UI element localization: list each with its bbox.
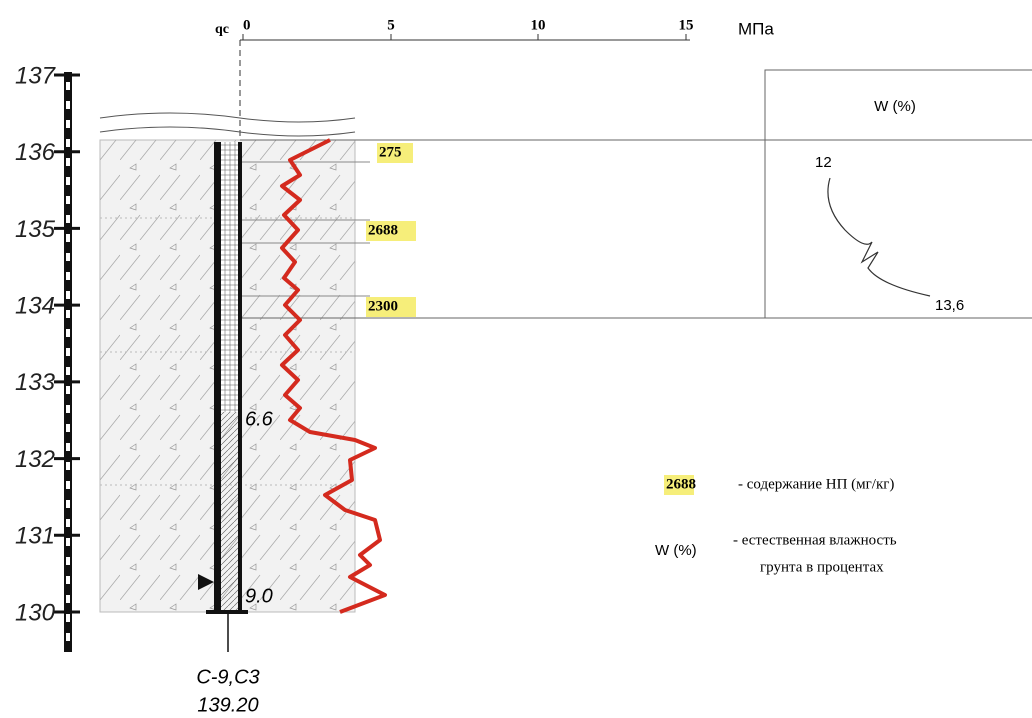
ruler-gap — [66, 576, 70, 584]
qc-tick-label: 0 — [243, 17, 251, 33]
elevation-label: 132 — [15, 446, 55, 473]
elevation-label: 131 — [15, 523, 55, 550]
ruler-gap — [66, 405, 70, 413]
elevation-label: 135 — [15, 216, 56, 243]
moisture-value: 12 — [815, 154, 832, 171]
borehole-name: С-9,С3 — [196, 666, 259, 688]
ruler-gap — [66, 196, 70, 204]
legend-text: - содержание НП (мг/кг) — [738, 476, 894, 492]
sample-value: 2688 — [368, 222, 398, 238]
ruler-gap — [66, 158, 70, 166]
qc-label: qc — [215, 22, 229, 37]
elevation-label: 133 — [15, 369, 56, 396]
borehole-elevation: 139.20 — [197, 694, 258, 716]
break-line — [100, 127, 355, 136]
ruler-gap — [66, 177, 70, 185]
qc-tick-label: 15 — [679, 17, 694, 33]
borehole-wall — [214, 142, 221, 612]
qc-unit: МПа — [738, 19, 774, 38]
legend-text: грунта в процентах — [760, 559, 884, 575]
ruler-gap — [66, 291, 70, 299]
legend-text: - естественная влажность — [733, 532, 897, 548]
casing — [221, 412, 238, 612]
ruler-gap — [66, 310, 70, 318]
diagram: qc МПа 6.6 9.0 275 2688 2300 W (%) 12 13… — [0, 0, 1032, 718]
ruler-gap — [66, 595, 70, 603]
qc-tick-label: 5 — [387, 17, 395, 33]
moisture-curve — [828, 178, 930, 296]
casing — [221, 142, 238, 412]
ruler-gap — [66, 329, 70, 337]
ruler-gap — [66, 462, 70, 470]
ruler-gap — [66, 538, 70, 546]
break-line — [100, 113, 355, 122]
ruler-gap — [66, 519, 70, 527]
sample-value: 2300 — [368, 298, 398, 314]
sample-value: 275 — [379, 144, 402, 160]
ruler-gap — [66, 253, 70, 261]
ruler-gap — [66, 652, 70, 660]
ruler-gap — [66, 215, 70, 223]
ruler-gap — [66, 120, 70, 128]
ruler-gap — [66, 500, 70, 508]
ruler-gap — [66, 481, 70, 489]
depth-label: 6.6 — [245, 408, 274, 430]
ruler-gap — [66, 557, 70, 565]
elevation-label: 130 — [15, 599, 56, 626]
elevation-label: 134 — [15, 292, 55, 319]
ruler-gap — [66, 367, 70, 375]
panel-header: W (%) — [874, 98, 916, 115]
elevation-label: 137 — [15, 62, 57, 89]
qc-tick-label: 10 — [531, 17, 546, 33]
ruler-gap — [66, 348, 70, 356]
elevation-label: 136 — [15, 139, 56, 166]
legend-key: 2688 — [666, 476, 696, 492]
ruler-gap — [66, 272, 70, 280]
ruler-gap — [66, 139, 70, 147]
ruler-gap — [66, 424, 70, 432]
ruler-gap — [66, 101, 70, 109]
legend-key: W (%) — [655, 542, 697, 559]
ruler-gap — [66, 614, 70, 622]
ruler-gap — [66, 82, 70, 90]
ruler-gap — [66, 443, 70, 451]
borehole-wall — [238, 142, 242, 612]
moisture-value: 13,6 — [935, 297, 964, 314]
ruler-gap — [66, 386, 70, 394]
depth-label: 9.0 — [245, 585, 273, 607]
ruler-gap — [66, 633, 70, 641]
ruler-gap — [66, 234, 70, 242]
